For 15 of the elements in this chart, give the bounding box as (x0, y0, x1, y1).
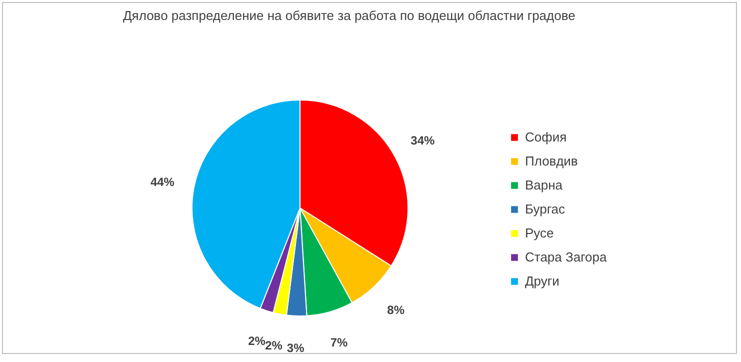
data-label: 7% (330, 335, 348, 350)
data-label: 2% (265, 338, 283, 353)
legend-label: Пловдив (525, 154, 578, 168)
legend-label: Русе (525, 226, 554, 240)
legend-label: Стара Загора (525, 250, 608, 264)
legend-label: Бургас (525, 202, 566, 216)
data-label: 8% (387, 303, 405, 318)
data-label: 34% (410, 134, 436, 148)
data-label: 2% (248, 334, 266, 348)
legend-label: София (525, 130, 567, 144)
data-label: 3% (286, 340, 305, 355)
legend-label: Други (525, 274, 560, 288)
legend-label: Варна (525, 178, 564, 192)
chart-title: Дялово разпределение на обявите за работа по водещи областни градове (123, 8, 576, 23)
data-label: 44% (150, 174, 175, 189)
